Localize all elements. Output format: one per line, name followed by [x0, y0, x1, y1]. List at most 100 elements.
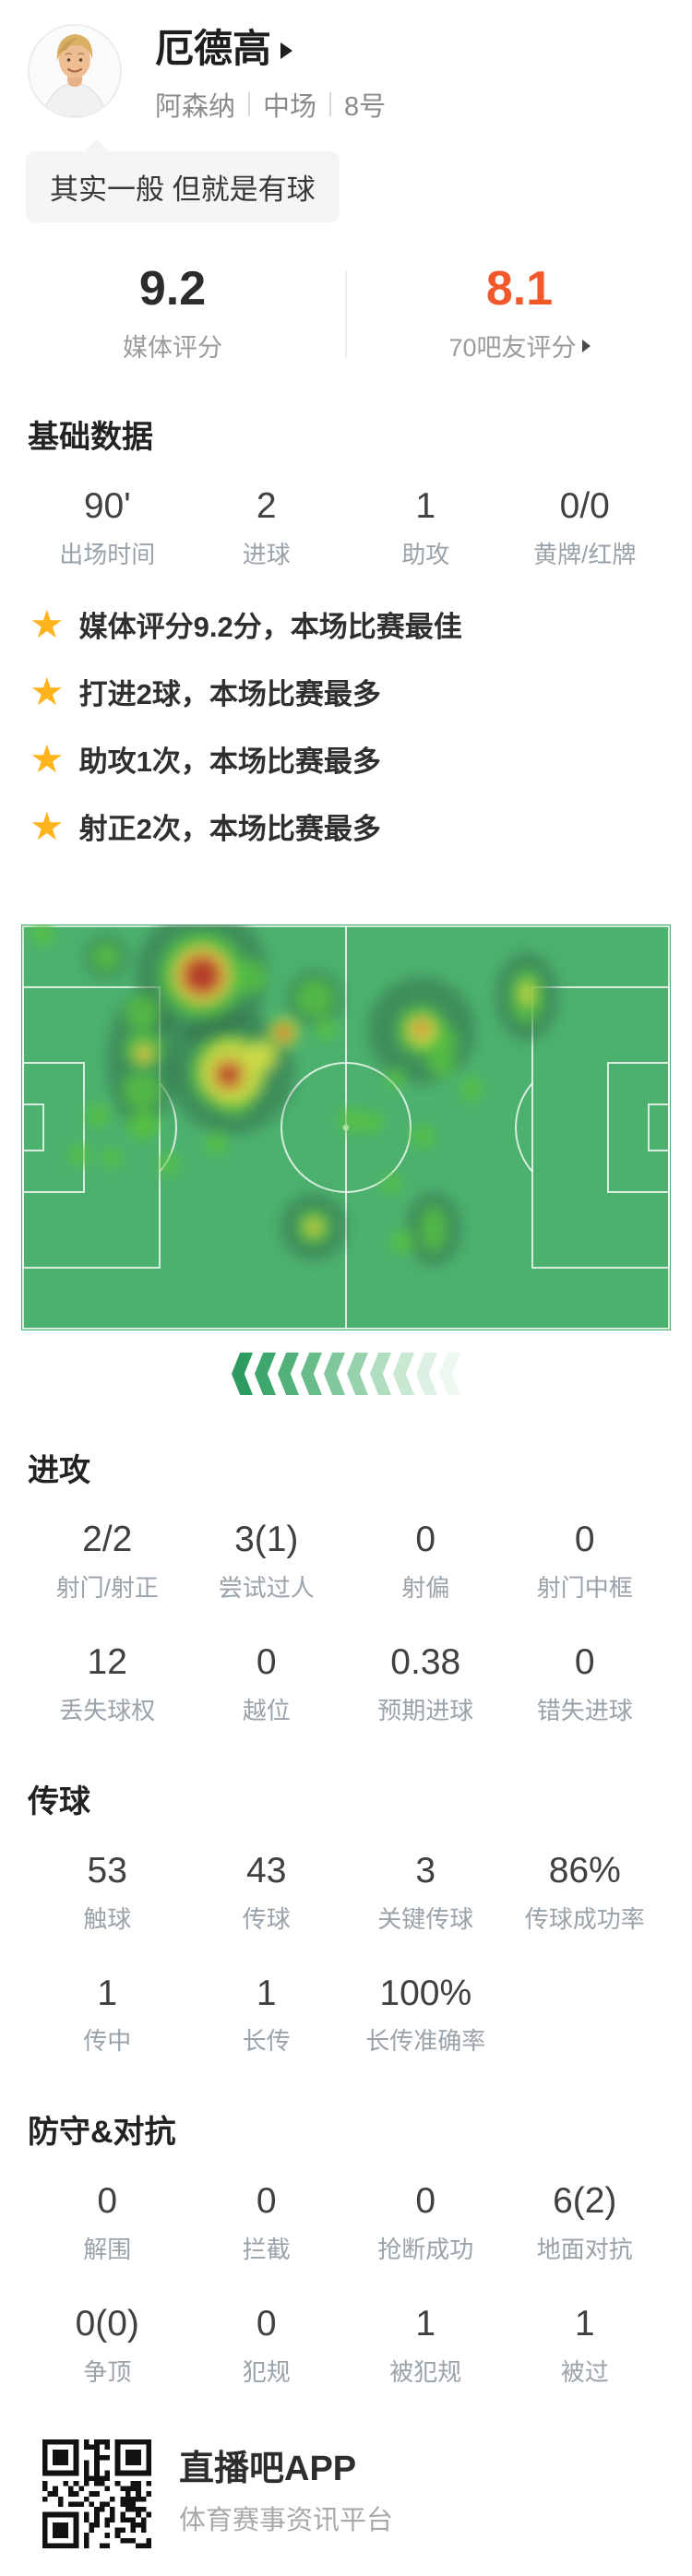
- heat-blob: [422, 1207, 446, 1252]
- stat-label: 拦截: [242, 2236, 291, 2264]
- stat-label: 预期进球: [377, 1696, 474, 1724]
- media-rating-value: 9.2: [138, 262, 207, 316]
- stat-value: 0: [415, 2181, 436, 2222]
- stat-cell: 1 助攻: [346, 486, 506, 570]
- heat-blob: [92, 943, 120, 972]
- app-footer: 直播吧APP 体育赛事资讯平台: [0, 2439, 692, 2576]
- heat-blob: [413, 1020, 430, 1038]
- chevron-left-icon: [416, 1353, 437, 1396]
- stat-cell: 0 抢断成功: [346, 2181, 506, 2265]
- stat-value: 0: [574, 1641, 595, 1682]
- stat-value: 100%: [379, 1973, 472, 2013]
- stat-value: 2/2: [82, 1520, 133, 1560]
- section-title-basic: 基础数据: [28, 420, 153, 456]
- heat-blob: [68, 1144, 90, 1167]
- stat-label: 长传: [242, 2027, 291, 2056]
- heat-blob: [247, 1041, 277, 1071]
- chevron-left-icon: [278, 1353, 299, 1396]
- media-rating-label: 媒体评分: [123, 334, 222, 363]
- team-name: 阿森纳: [155, 92, 236, 123]
- stat-label: 地面对抗: [536, 2236, 633, 2264]
- heat-blob: [158, 1153, 180, 1176]
- stat-label: 解围: [83, 2236, 132, 2264]
- heat-blobs: [30, 924, 558, 1267]
- tag-bubble: 其实一般 但就是有球: [26, 139, 340, 223]
- stat-label: 抢断成功: [377, 2236, 474, 2264]
- highlight-row: ★ 射正2次，本场比赛最多: [30, 805, 662, 847]
- stat-label: 射偏: [401, 1573, 450, 1602]
- highlight-row: ★ 打进2球，本场比赛最多: [30, 671, 662, 712]
- stat-label: 传球: [242, 1904, 291, 1933]
- highlight-text: 射正2次，本场比赛最多: [78, 813, 381, 846]
- star-icon: ★: [30, 602, 65, 646]
- stat-label: 犯规: [242, 2358, 291, 2387]
- stat-value: 1: [97, 1973, 118, 2013]
- stat-label: 被过: [560, 2358, 609, 2387]
- heat-blob: [124, 1072, 161, 1110]
- player-name-row[interactable]: 厄德高: [155, 27, 386, 70]
- stat-cell: 2 进球: [187, 486, 347, 570]
- stat-label: 越位: [242, 1696, 291, 1724]
- player-number: 8号: [344, 92, 387, 123]
- section-defense: 防守&对抗 0 解围 0 拦截 0 抢断成功 6(2) 地面对抗 0(0) 争顶: [0, 2106, 692, 2388]
- stat-cell: 0 越位: [187, 1642, 347, 1726]
- heat-blob: [205, 1133, 227, 1156]
- stat-cell: 1 传中: [28, 1974, 187, 2057]
- chevron-left-icon: [370, 1353, 391, 1396]
- ratings-row: 9.2 媒体评分 8.1 70吧友评分: [0, 265, 692, 364]
- basic-stat-grid: 90' 出场时间 2 进球 1 助攻 0/0 黄牌/红牌: [28, 486, 664, 570]
- stat-cell: 3(1) 尝试过人: [187, 1520, 347, 1604]
- player-position: 中场: [263, 92, 317, 123]
- stat-value: 2: [256, 486, 277, 527]
- stat-label: 传中: [83, 2027, 132, 2056]
- highlight-text: 助攻1次，本场比赛最多: [78, 745, 381, 779]
- fan-rating-label-text: 70吧友评分: [448, 334, 577, 363]
- heat-blob: [381, 1174, 401, 1195]
- defense-stat-grid: 0 解围 0 拦截 0 抢断成功 6(2) 地面对抗 0(0) 争顶 0 犯规: [28, 2181, 664, 2388]
- player-name: 厄德高: [155, 27, 272, 70]
- heat-blob: [311, 1224, 316, 1231]
- chevron-left-icon: [439, 1353, 460, 1396]
- stat-cell: 0 犯规: [187, 2304, 347, 2388]
- highlight-text: 打进2球，本场比赛最多: [78, 678, 381, 711]
- star-icon: ★: [30, 804, 65, 848]
- player-subtitle: 阿森纳 中场 8号: [155, 85, 386, 124]
- stat-cell: 43 传球: [187, 1851, 347, 1935]
- stat-value: 86%: [548, 1850, 621, 1890]
- qr-code: [42, 2439, 151, 2549]
- stat-cell: 0 拦截: [187, 2181, 347, 2265]
- stat-label: 射门/射正: [55, 1573, 159, 1602]
- tag-bubble-wrap: 其实一般 但就是有球: [0, 139, 692, 223]
- heat-blob: [387, 1069, 405, 1089]
- stat-value: 3: [415, 1850, 436, 1890]
- player-avatar[interactable]: [28, 24, 122, 118]
- chevron-left-icon: [347, 1353, 368, 1396]
- pitch-heatmap: [21, 924, 671, 1331]
- heat-blob: [520, 982, 533, 1007]
- stat-cell: 86% 传球成功率: [506, 1851, 665, 1935]
- stat-label: 长传准确率: [365, 2027, 486, 2056]
- highlight-row: ★ 助攻1次，本场比赛最多: [30, 738, 662, 780]
- heatmap: [0, 924, 692, 1331]
- stat-label: 被犯规: [389, 2358, 462, 2387]
- heat-blob: [185, 959, 219, 993]
- app-slogan: 体育赛事资讯平台: [179, 2505, 394, 2535]
- divider: [329, 92, 332, 117]
- stat-cell: 90' 出场时间: [28, 486, 187, 570]
- section-attack: 进攻 2/2 射门/射正 3(1) 尝试过人 0 射偏 0 射门中框 12 丢失…: [0, 1445, 692, 1726]
- stat-label: 争顶: [83, 2358, 132, 2387]
- stat-cell: 6(2) 地面对抗: [506, 2181, 665, 2265]
- fan-rating[interactable]: 8.1 70吧友评分: [347, 265, 692, 364]
- heat-blob: [429, 1052, 455, 1079]
- heat-blob: [411, 1125, 435, 1150]
- section-title-attack: 进攻: [28, 1453, 90, 1489]
- heat-blob: [101, 1148, 122, 1169]
- stat-cell: 0(0) 争顶: [28, 2304, 187, 2388]
- stat-value: 0: [415, 1520, 436, 1560]
- stat-label: 触球: [83, 1904, 132, 1933]
- chevron-left-icon: [232, 1353, 253, 1396]
- attack-stat-grid: 2/2 射门/射正 3(1) 尝试过人 0 射偏 0 射门中框 12 丢失球权 …: [28, 1520, 664, 1726]
- fan-rating-value: 8.1: [485, 262, 554, 316]
- player-info: 厄德高 阿森纳 中场 8号: [155, 24, 386, 124]
- heat-blob: [220, 1066, 238, 1085]
